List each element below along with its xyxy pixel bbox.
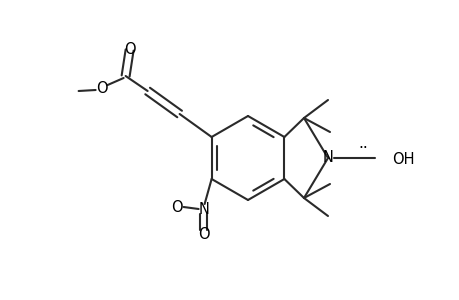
Text: OH: OH [391, 152, 414, 166]
Text: O: O [197, 227, 209, 242]
Text: O: O [95, 80, 107, 95]
Text: O: O [170, 200, 182, 214]
Text: N: N [198, 202, 208, 217]
Text: N: N [322, 151, 333, 166]
Text: O: O [123, 41, 135, 56]
Text: ··: ·· [358, 140, 367, 155]
